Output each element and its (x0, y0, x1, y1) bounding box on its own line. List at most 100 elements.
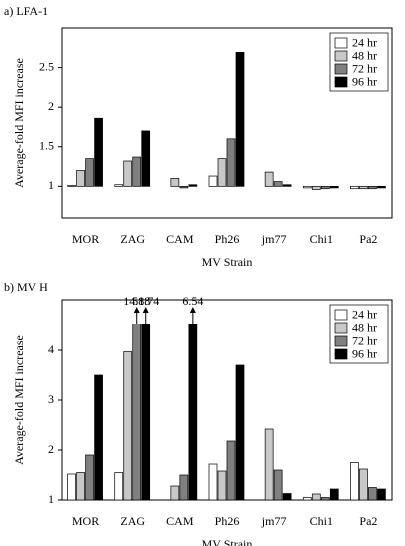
legend-label: 72 hr (352, 61, 377, 75)
bar (329, 488, 339, 501)
bar (320, 497, 330, 501)
bar (359, 468, 368, 501)
bar (226, 138, 236, 187)
bar (94, 374, 103, 501)
y-tick-label: 2.5 (39, 59, 54, 73)
chart-title: a) LFA-1 (4, 4, 48, 18)
bar (282, 184, 292, 187)
overflow-arrowhead (142, 307, 149, 313)
legend-swatch (334, 335, 348, 347)
bar (302, 497, 312, 501)
x-tick-label: jm77 (261, 514, 287, 528)
x-tick-label: Pa2 (359, 514, 377, 528)
bar (359, 185, 368, 190)
x-axis-label: MV Strain (202, 537, 253, 546)
bar (368, 487, 377, 501)
bar (132, 156, 142, 187)
bar (226, 440, 236, 501)
bars (67, 52, 386, 190)
bar (311, 185, 321, 190)
legend-label: 48 hr (352, 48, 377, 62)
bar (188, 184, 198, 187)
bar (132, 324, 142, 501)
x-tick-label: jm77 (261, 232, 287, 246)
bar (329, 185, 339, 189)
bar (320, 185, 330, 190)
legend-swatch (334, 37, 348, 49)
value-label: 6.54 (182, 294, 203, 308)
value-label: 14.88 (123, 294, 150, 308)
bar (235, 52, 245, 187)
bar (76, 170, 85, 187)
y-tick-label: 1.5 (39, 139, 54, 153)
bar (217, 158, 227, 187)
y-tick-label: 2 (48, 442, 54, 456)
x-tick-label: Pa2 (359, 232, 377, 246)
bar (94, 117, 103, 187)
y-tick-label: 3 (48, 392, 54, 406)
y-axis-label: Average-fold MFI increase (12, 335, 26, 465)
bar (208, 175, 218, 187)
bar (123, 160, 133, 187)
x-tick-label: MOR (72, 232, 99, 246)
x-tick-label: Ph26 (215, 232, 240, 246)
plot-frame (61, 27, 393, 219)
bar (311, 493, 321, 501)
x-tick-label: Chi1 (310, 232, 333, 246)
legend-label: 48 hr (352, 320, 377, 334)
legend-label: 96 hr (352, 346, 377, 360)
overflow-arrowhead (133, 307, 140, 313)
legend-swatch (334, 348, 348, 360)
bar (67, 185, 76, 187)
bar (350, 462, 359, 501)
bar (123, 351, 133, 501)
bar (85, 158, 94, 187)
bars (67, 324, 386, 501)
bar (208, 463, 218, 501)
bar (179, 185, 189, 189)
bar (264, 171, 274, 187)
bar (141, 130, 151, 187)
bar (350, 185, 359, 190)
x-tick-label: ZAG (120, 514, 145, 528)
bar (114, 184, 124, 187)
x-tick-label: CAM (166, 514, 194, 528)
bar (179, 474, 189, 501)
legend-label: 72 hr (352, 333, 377, 347)
y-tick-label: 1 (48, 178, 54, 192)
legend-swatch (334, 63, 348, 75)
y-tick-label: 2 (48, 99, 54, 113)
overflow-arrowhead (189, 307, 196, 313)
bar (273, 181, 283, 187)
bar (368, 185, 377, 190)
legend-swatch (334, 309, 348, 321)
legend-label: 24 hr (352, 35, 377, 49)
bar (264, 428, 274, 501)
bar (302, 185, 312, 189)
x-tick-label: ZAG (120, 232, 145, 246)
bar (235, 364, 245, 501)
legend-label: 24 hr (352, 307, 377, 321)
bar (114, 472, 124, 501)
bar (85, 454, 94, 501)
bar (377, 488, 386, 501)
x-tick-label: Ph26 (215, 514, 240, 528)
bar (188, 324, 198, 501)
chart-title: b) MV H (4, 280, 48, 294)
bar (377, 185, 386, 189)
bar (217, 470, 227, 501)
value-label: 51.74 (132, 294, 159, 308)
x-tick-label: MOR (72, 514, 99, 528)
bar (282, 493, 292, 501)
x-tick-label: CAM (166, 232, 194, 246)
legend-label: 96 hr (352, 74, 377, 88)
y-tick-label: 4 (48, 342, 54, 356)
bar (141, 324, 151, 501)
bar (67, 473, 76, 501)
legend-swatch (334, 322, 348, 334)
bar (170, 485, 180, 501)
legend-swatch (334, 76, 348, 88)
x-tick-label: Chi1 (310, 514, 333, 528)
y-tick-label: 1 (48, 492, 54, 506)
